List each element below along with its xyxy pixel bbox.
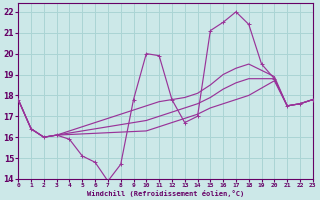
X-axis label: Windchill (Refroidissement éolien,°C): Windchill (Refroidissement éolien,°C) <box>87 190 244 197</box>
